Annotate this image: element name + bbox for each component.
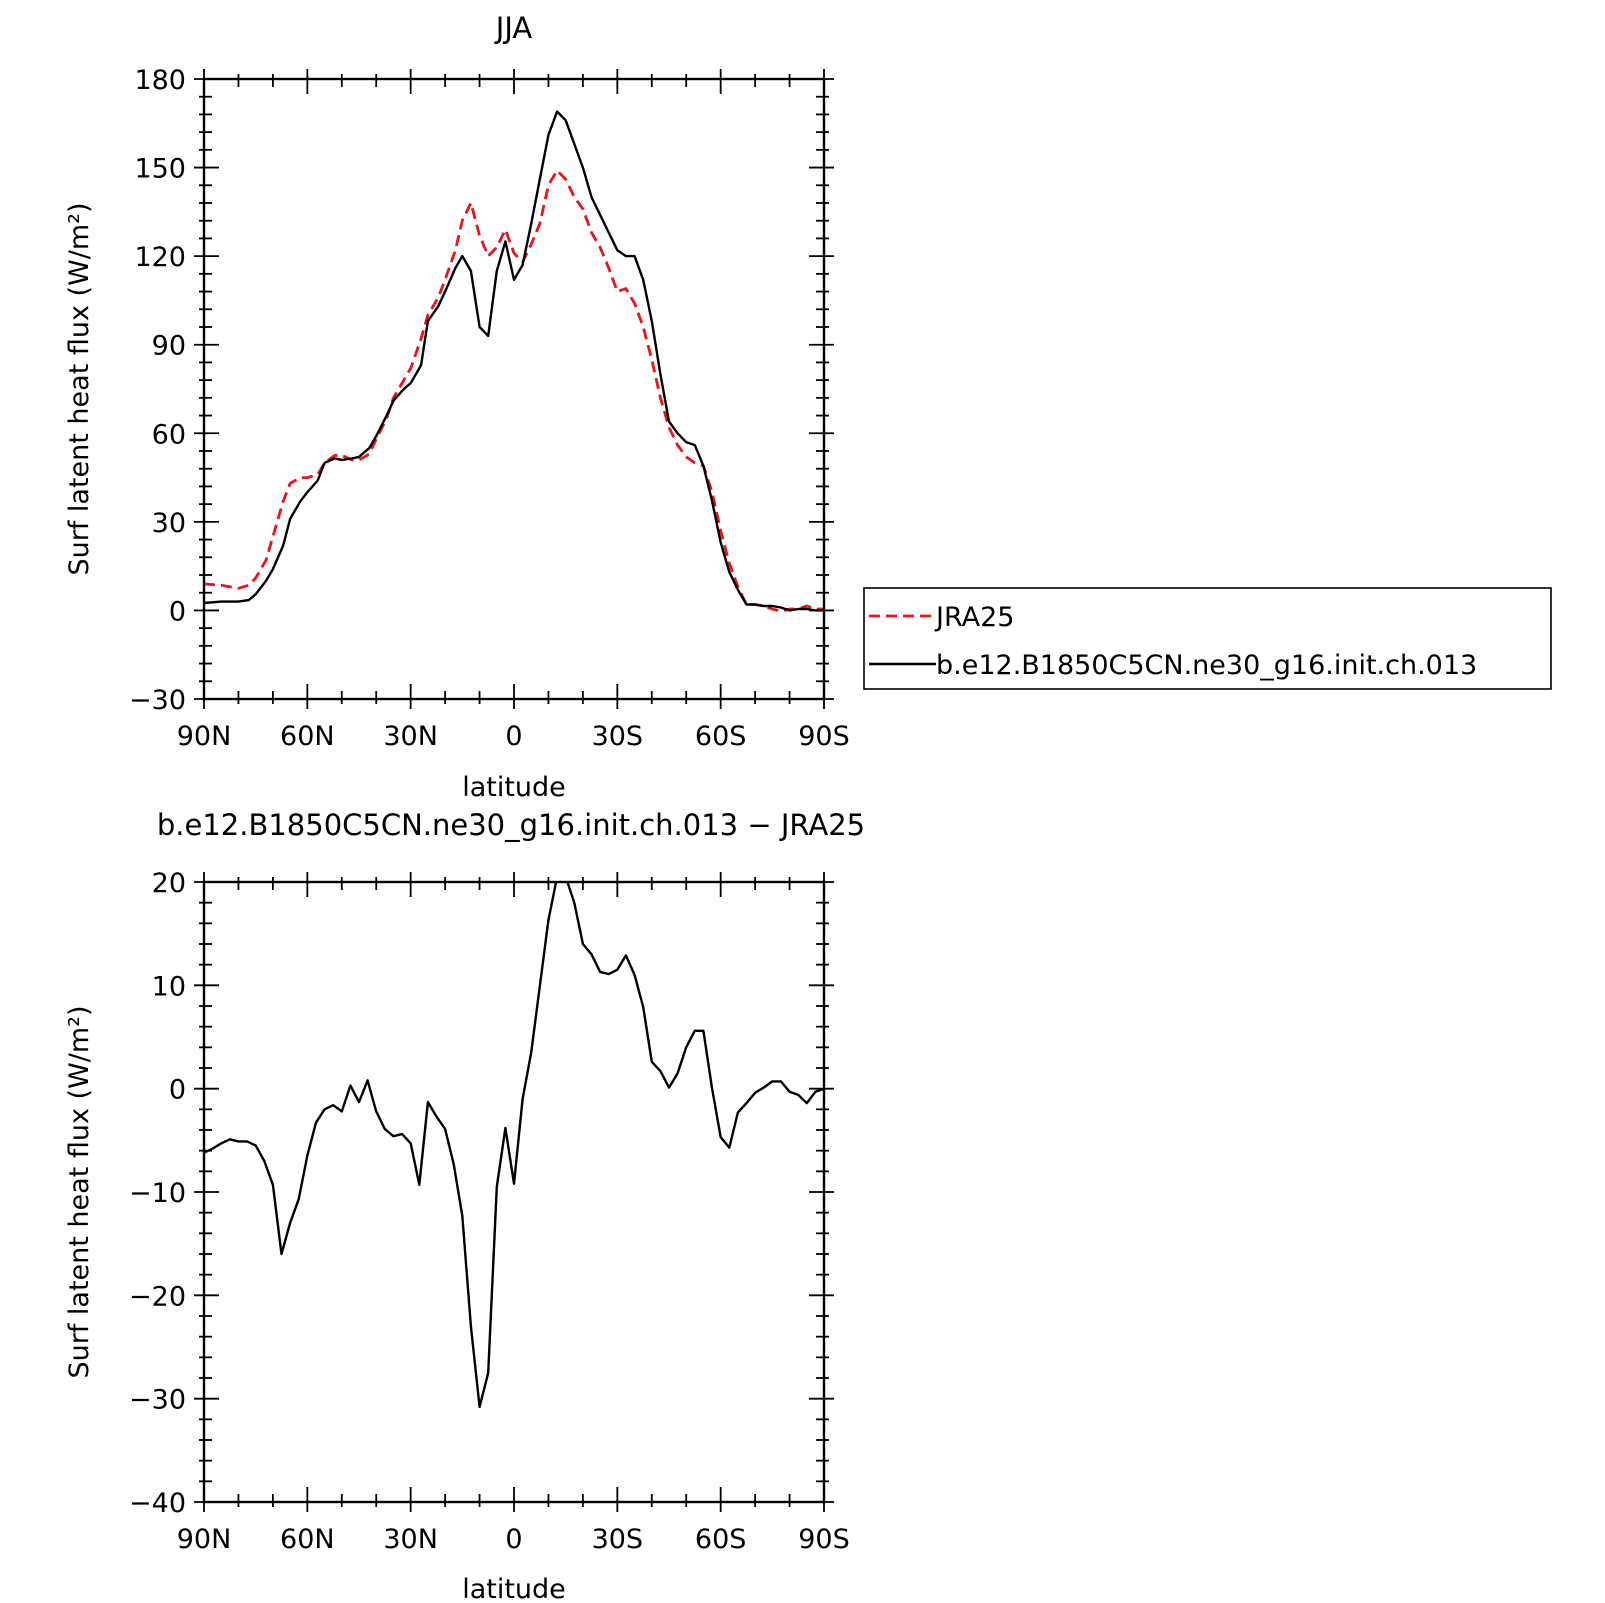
x-tick-label: 60S [695,1524,747,1555]
y-tick-label: 10 [152,971,186,1002]
y-tick-label: −10 [129,1178,186,1209]
axis-ticks [194,69,834,709]
series-line-model [204,110,824,612]
plot-frame [202,880,826,1504]
legend-box [863,587,1552,690]
x-tick-labels: 90N 60N 30N 0 30S 60S 90S [177,721,850,752]
x-tick-label: 30N [383,721,438,752]
chart-title: b.e12.B1850C5CN.ne30_g16.init.ch.013 − J… [157,808,865,842]
series-line-difference [204,882,824,1409]
x-tick-label: 60N [280,1524,335,1555]
y-tick-label: −30 [129,1385,186,1416]
x-tick-label: 90S [798,1524,850,1555]
x-tick-labels: 90N 60N 30N 0 30S 60S 90S [177,1524,850,1555]
series-group [204,882,824,1409]
x-tick-label: 30S [592,1524,644,1555]
y-tick-label: −20 [129,1281,186,1312]
y-tick-label: 150 [134,154,186,185]
plot-frame [202,77,826,701]
series-line-jra25 [204,169,824,613]
y-tick-label: −30 [129,685,186,716]
legend-label-jra25: JRA25 [934,602,1014,633]
y-tick-labels: −40 −30 −20 −10 0 10 20 [129,868,186,1519]
x-tick-label: 60N [280,721,335,752]
x-axis-label: latitude [462,772,566,803]
x-tick-label: 30S [592,721,644,752]
y-tick-label: 60 [152,419,186,450]
x-tick-label: 90S [798,721,850,752]
y-tick-label: 120 [134,242,186,273]
x-tick-label: 90N [177,1524,232,1555]
y-tick-label: 30 [152,508,186,539]
x-tick-label: 30N [383,1524,438,1555]
axis-ticks [194,872,834,1512]
x-tick-label: 60S [695,721,747,752]
y-tick-label: 0 [169,596,186,627]
y-tick-labels: −30 0 30 60 90 120 150 180 [129,65,186,716]
top-chart-panel: JJA −30 0 30 60 90 120 150 180 90N 60N 30N 0 30S 60S… [64,11,1552,803]
series-group [204,110,824,613]
y-tick-label: −40 [129,1488,186,1519]
y-tick-label: 90 [152,331,186,362]
x-tick-label: 0 [505,1524,522,1555]
x-axis-label: latitude [462,1574,566,1603]
y-tick-label: 0 [169,1075,186,1106]
legend: JRA25 b.e12.B1850C5CN.ne30_g16.init.ch.0… [863,587,1552,690]
y-axis-label: Surf latent heat flux (W/m²) [64,202,95,575]
bottom-chart-panel: b.e12.B1850C5CN.ne30_g16.init.ch.013 − J… [64,808,865,1603]
legend-label-model: b.e12.B1850C5CN.ne30_g16.init.ch.013 [936,650,1477,681]
y-axis-label: Surf latent heat flux (W/m²) [64,1005,95,1378]
x-tick-label: 0 [505,721,522,752]
y-tick-label: 180 [134,65,186,96]
x-tick-label: 90N [177,721,232,752]
y-tick-label: 20 [152,868,186,899]
chart-title: JJA [494,11,533,45]
